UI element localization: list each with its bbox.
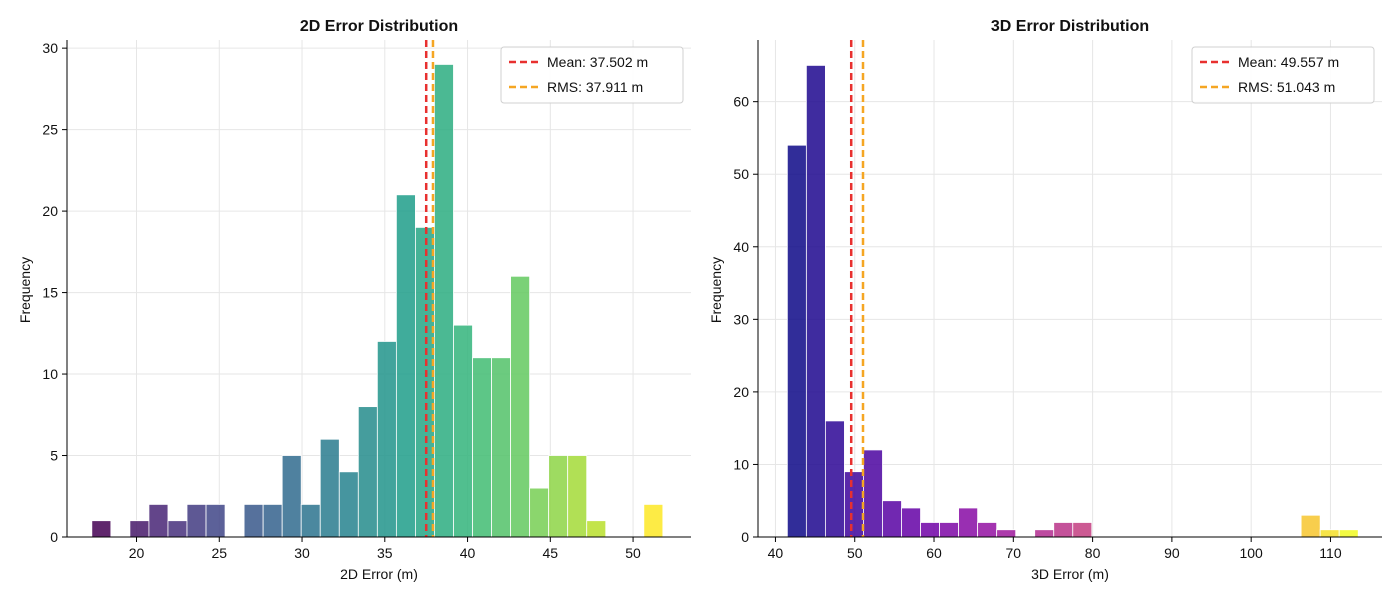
histogram-bar-3d (1053, 522, 1074, 538)
histogram-bar-3d (901, 507, 921, 538)
legend-frame-3d (1191, 46, 1375, 104)
histogram-bar-3d (1338, 529, 1359, 538)
histogram-bar-2d (338, 471, 359, 538)
axes-2d: 20 25 30 35 40 45 50 0 5 10 15 20 25 30 (42, 40, 691, 561)
y-axis-label-3d: Frequency (708, 257, 724, 323)
histogram-bar-3d (882, 500, 902, 538)
histogram-bar-2d (91, 520, 112, 538)
histogram-bar-2d (434, 64, 454, 538)
histogram-bar-3d (958, 507, 979, 538)
panel-2d-error: 20 25 30 35 40 45 50 0 5 10 15 20 25 30 2D Error Dist… (17, 18, 691, 582)
histogram-bar-2d (186, 504, 207, 538)
y-tick-label-3d: 60 (733, 94, 749, 110)
histogram-bar-3d (805, 64, 826, 538)
x-tick-label-3d: 50 (847, 545, 863, 561)
histogram-bar-3d (1319, 529, 1340, 538)
x-tick-label-3d: 70 (1006, 545, 1022, 561)
x-tick-label-3d: 100 (1239, 545, 1263, 561)
legend-label-2d: Mean: 37.502 m (547, 54, 648, 70)
histogram-bar-2d (548, 455, 569, 538)
y-tick-label-2d: 20 (42, 203, 58, 219)
x-tick-label-2d: 35 (377, 545, 393, 561)
legend-label-2d: RMS: 37.911 m (547, 79, 643, 95)
y-axis-label-2d: Frequency (17, 257, 33, 323)
y-tick-label-3d: 10 (733, 456, 749, 472)
chart-title-2d: 2D Error Distribution (300, 18, 458, 35)
legend-label-3d: RMS: 51.043 m (1238, 79, 1335, 95)
x-tick-label-2d: 30 (294, 545, 310, 561)
histogram-bar-2d (205, 504, 226, 538)
histogram-bar-2d (453, 324, 473, 538)
x-tick-label-2d: 50 (625, 545, 641, 561)
bars-2d (91, 64, 664, 538)
histogram-bar-2d (395, 194, 416, 538)
histogram-bar-2d (167, 520, 188, 538)
histogram-bar-3d (939, 522, 959, 538)
histogram-bar-3d (786, 144, 807, 538)
histogram-bar-2d (586, 520, 607, 538)
y-tick-label-3d: 30 (733, 311, 749, 327)
histogram-bar-2d (300, 504, 321, 538)
legend-3d: Mean: 49.557 m RMS: 51.043 m (1191, 46, 1375, 104)
histogram-bar-2d (472, 357, 492, 538)
x-tick-label-3d: 90 (1164, 545, 1180, 561)
histogram-bar-3d (1072, 522, 1093, 538)
histogram-bar-2d (376, 341, 397, 538)
x-tick-label-2d: 20 (129, 545, 145, 561)
reference-lines-3d (849, 40, 865, 537)
x-tick-label-3d: 40 (768, 545, 784, 561)
histogram-bar-2d (262, 504, 283, 538)
y-tick-label-2d: 5 (50, 448, 58, 464)
histogram-bar-2d (491, 357, 511, 538)
x-axis-label-2d: 2D Error (m) (340, 566, 418, 582)
y-tick-label-3d: 50 (733, 166, 749, 182)
x-tick-label-3d: 60 (926, 545, 942, 561)
reference-lines-2d (424, 40, 435, 537)
y-tick-label-2d: 25 (42, 122, 58, 138)
histogram-bar-2d (281, 455, 302, 538)
y-tick-label-2d: 15 (42, 285, 58, 301)
histogram-bar-3d (920, 522, 940, 538)
histogram-bar-3d (977, 522, 998, 538)
x-tick-label-3d: 80 (1085, 545, 1101, 561)
histogram-bar-2d (243, 504, 264, 538)
x-tick-label-2d: 40 (460, 545, 476, 561)
x-tick-label-3d: 110 (1319, 545, 1342, 561)
legend-2d: Mean: 37.502 m RMS: 37.911 m (500, 46, 684, 104)
histogram-bar-2d (510, 275, 531, 538)
histogram-bar-2d (567, 455, 588, 538)
histogram-bar-2d (643, 504, 664, 538)
axes-3d: 40 50 60 70 80 90 100 110 0 10 20 30 40 50 60 (733, 40, 1382, 561)
histogram-bar-2d (148, 504, 169, 538)
x-tick-label-2d: 45 (543, 545, 559, 561)
histogram-bar-2d (319, 438, 340, 538)
x-axis-label-3d: 3D Error (m) (1031, 566, 1109, 582)
y-tick-label-2d: 0 (50, 529, 58, 545)
histogram-bar-2d (357, 406, 378, 538)
histogram-bar-2d (529, 487, 550, 538)
y-tick-label-2d: 10 (42, 366, 58, 382)
bars-3d (786, 64, 1359, 538)
histogram-bar-3d (824, 420, 845, 538)
x-tick-label-2d: 25 (211, 545, 227, 561)
histogram-bar-2d (415, 226, 435, 538)
histogram-bar-3d (844, 471, 864, 538)
histogram-bar-3d (996, 529, 1017, 538)
y-tick-label-3d: 40 (733, 239, 749, 255)
histogram-bar-3d (1034, 529, 1055, 538)
y-tick-label-3d: 0 (741, 529, 749, 545)
panel-3d-error: 40 50 60 70 80 90 100 110 0 10 20 30 40 50 60 3D Error… (708, 18, 1382, 582)
chart-title-3d: 3D Error Distribution (991, 18, 1149, 35)
histogram-bar-2d (129, 520, 150, 538)
y-tick-label-2d: 30 (42, 40, 58, 56)
legend-frame-2d (500, 46, 684, 104)
legend-label-3d: Mean: 49.557 m (1238, 54, 1339, 70)
histogram-bar-3d (863, 449, 883, 538)
histogram-bar-3d (1300, 514, 1321, 538)
y-tick-label-3d: 20 (733, 384, 749, 400)
